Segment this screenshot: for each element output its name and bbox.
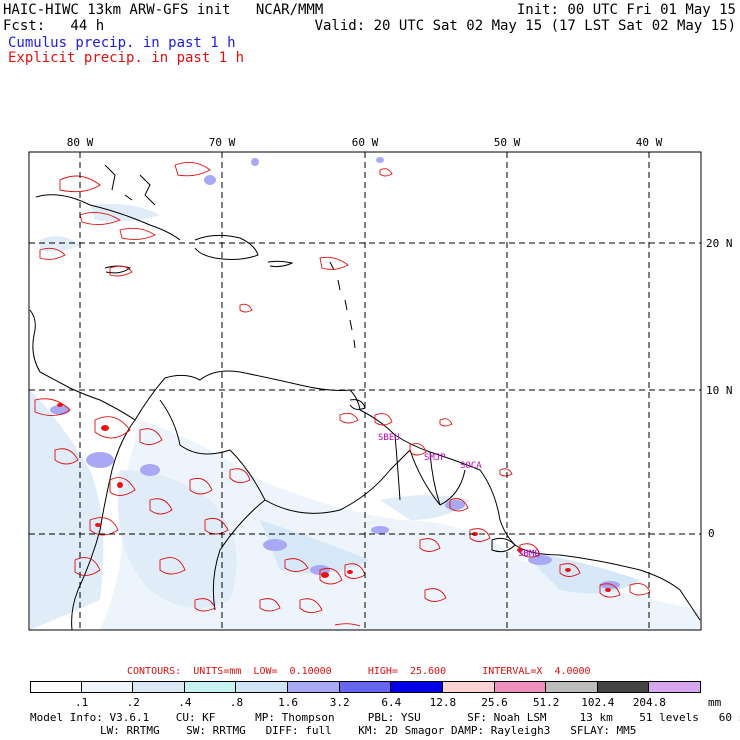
colorbar-tick-label: 1.6 — [278, 696, 298, 709]
colorbar-swatch — [597, 681, 650, 693]
colorbar-swatch — [288, 681, 340, 693]
colorbar-tick-label: .8 — [229, 696, 244, 709]
colorbar-swatch — [391, 681, 443, 693]
cumulus-heavy — [50, 157, 620, 589]
lon-label-60w: 60 W — [352, 136, 379, 149]
model-title: HAIC-HIWC 13km ARW-GFS init NCAR/MMM — [3, 2, 324, 18]
lon-label-50w: 50 W — [494, 136, 521, 149]
colorbar-tick-label: 25.6 — [481, 696, 508, 709]
colorbar-swatch — [133, 681, 185, 693]
station-label-smjp: SMJP — [424, 453, 446, 463]
colorbar-tick-label: .1 — [74, 696, 89, 709]
contour-info: CONTOURS: UNITS=mm LOW= 0.10000 HIGH= 25… — [127, 666, 591, 677]
colorbar-tick-label: 12.8 — [429, 696, 457, 709]
colorbar-units: mm — [708, 696, 722, 709]
lon-label-40w: 40 W — [636, 136, 663, 149]
lon-label-70w: 70 W — [209, 136, 236, 149]
lat-label-20n: 20 N — [706, 237, 733, 250]
explicit-legend: Explicit precip. in past 1 h — [8, 50, 245, 66]
explicit-contours — [34, 161, 651, 627]
station-label-sbmq: SBMQ — [518, 549, 540, 559]
colorbar-tick-label: 102.4 — [581, 696, 615, 709]
colorbar-swatch — [236, 681, 289, 693]
colorbar-tick-label: .4 — [178, 696, 192, 709]
colorbar-swatch — [30, 681, 82, 693]
colorbar-swatch — [649, 681, 701, 693]
colorbar-tick-label: .2 — [126, 696, 140, 709]
model-info-line2: LW: RRTMG SW: RRTMG DIFF: full KM: 2D Sm… — [100, 724, 637, 737]
colorbar-swatch — [494, 681, 547, 693]
cumulus-shading — [30, 203, 700, 630]
valid-time: Valid: 20 UTC Sat 02 May 15 (17 LST Sat … — [314, 18, 736, 34]
colorbar-swatch — [81, 681, 134, 693]
explicit-heavy — [57, 403, 611, 592]
lon-label-80w: 80 W — [67, 136, 94, 149]
model-info-line1: Model Info: V3.6.1 CU: KF MP: Thompson P… — [30, 711, 740, 724]
coastlines — [29, 164, 701, 630]
colorbar-tick-label: 204.8 — [632, 696, 666, 709]
colorbar-swatch — [339, 681, 392, 693]
colorbar-tick-label: 3.2 — [329, 696, 350, 709]
graticule — [29, 152, 701, 630]
colorbar-tick-label: 51.2 — [532, 696, 560, 709]
map-frame — [28, 151, 702, 631]
init-time: Init: 00 UTC Fri 01 May 15 — [516, 2, 736, 18]
colorbar-swatch — [546, 681, 598, 693]
station-label-sbeu: SBEU — [378, 433, 400, 443]
cumulus-legend: Cumulus precip. in past 1 h — [8, 35, 236, 51]
colorbar-tick-label: 6.4 — [381, 696, 402, 709]
lat-label-equator: 0 — [708, 527, 715, 540]
lat-label-10n: 10 N — [706, 384, 733, 397]
colorbar-swatch — [184, 681, 237, 693]
colorbar-swatch — [442, 681, 495, 693]
forecast-hour: Fcst: 44 h — [3, 18, 105, 34]
station-label-soca: SOCA — [460, 461, 482, 471]
